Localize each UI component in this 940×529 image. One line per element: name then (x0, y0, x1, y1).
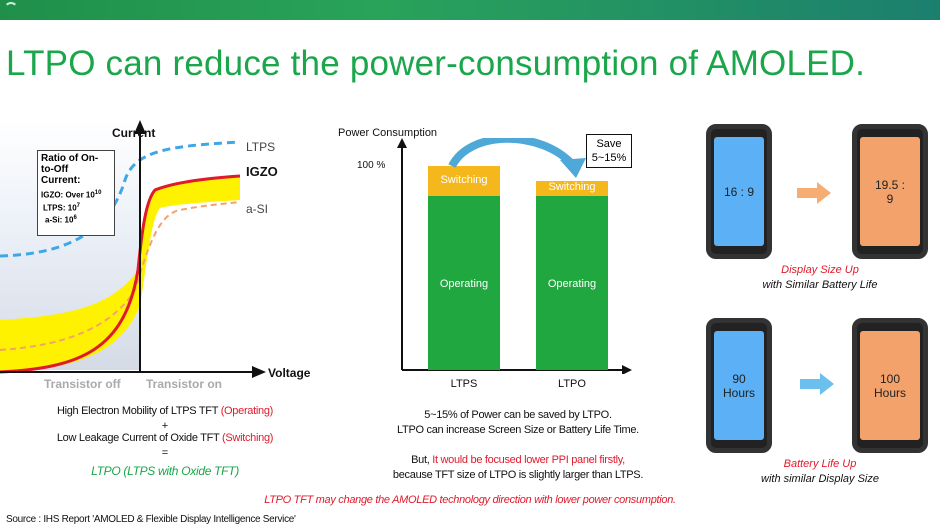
ratio-heading: Ratio of On-to-Off Current: (41, 153, 99, 186)
ltpo-category-label: LTPO (558, 378, 586, 390)
power-bar-chart (397, 138, 632, 374)
save-percent-box: Save 5~15% (586, 134, 632, 168)
bar-y-axis-arrow-icon (397, 138, 407, 148)
x-axis-arrow-icon (252, 366, 266, 378)
ratio-line-asi: a-Si: 106 (45, 215, 77, 225)
caption-plus: + (161, 420, 169, 432)
note-lower-ppi: But, It would be focused lower PPI panel… (411, 454, 625, 466)
igzo-curve (0, 174, 241, 374)
save-range: 5~15% (591, 152, 627, 164)
ltps-curve-label: LTPS (246, 140, 276, 154)
ltps-switching-label: Switching (440, 174, 488, 186)
caption-ltpo-conclusion: LTPO (LTPS with Oxide TFT) (91, 464, 239, 478)
ltps-category-label: LTPS (450, 378, 478, 390)
note-tft-size: because TFT size of LTPO is slightly lar… (392, 469, 644, 481)
asi-curve-label: a-SI (246, 202, 269, 216)
transistor-on-label: Transistor on (146, 377, 223, 391)
battery-life-up-caption: Battery Life Up (783, 458, 857, 470)
tick-100-percent: 100 % (357, 160, 386, 171)
y-axis-label: Current (112, 126, 156, 140)
igzo-asi-area (0, 176, 240, 372)
savings-arrowhead-icon (560, 158, 586, 178)
phone-16-9: 16 : 9 (706, 124, 772, 259)
similar-display-caption: with similar Display Size (761, 473, 879, 485)
ltps-curve (0, 140, 241, 258)
similar-battery-caption: with Similar Battery Life (762, 279, 878, 291)
top-banner (0, 0, 940, 20)
logo-icon (4, 2, 18, 16)
phone-90-hours: 90 Hours (706, 318, 772, 453)
bar-x-axis-arrow-icon (622, 365, 632, 374)
phone-19-5-9-screen: 19.5 :9 (860, 137, 920, 246)
phone-90-hours-screen: 90 Hours (714, 331, 764, 440)
phone-100-hours: 100 Hours (852, 318, 928, 453)
transistor-off-label: Transistor off (44, 377, 121, 391)
source-citation: Source : IHS Report 'AMOLED & Flexible D… (6, 514, 296, 525)
footer-note: LTPO TFT may change the AMOLED technolog… (264, 494, 676, 506)
asi-curve (0, 201, 241, 351)
ltps-operating-label: Operating (439, 278, 489, 290)
slide-title: LTPO can reduce the power-consumption of… (6, 44, 866, 83)
ratio-line-igzo: IGZO: Over 1010 (41, 190, 102, 200)
caption-electron-mobility: High Electron Mobility of LTPS TFT (Oper… (56, 405, 274, 417)
ltpo-operating-segment (536, 196, 608, 370)
ltps-switching-segment (428, 166, 500, 196)
ratio-box: Ratio of On-to-Off Current: IGZO: Over 1… (37, 150, 115, 236)
power-axis-label: Power Consumption (338, 127, 438, 139)
display-size-up-caption: Display Size Up (781, 264, 859, 276)
phone-100-hours-screen: 100 Hours (860, 331, 920, 440)
ltpo-operating-label: Operating (547, 278, 597, 290)
ratio-line-ltps: LTPS: 107 (43, 202, 80, 213)
on-region-background (140, 120, 260, 370)
ltps-operating-segment (428, 196, 500, 370)
savings-arrow-icon (448, 138, 575, 169)
phone-19-5-9: 19.5 :9 (852, 124, 928, 259)
phone-16-9-screen: 16 : 9 (714, 137, 764, 246)
igzo-curve-label: IGZO (246, 164, 278, 179)
y-axis-arrow-icon (134, 120, 146, 134)
battery-life-arrow-icon (800, 373, 834, 400)
note-power-saved: 5~15% of Power can be saved by LTPO. (424, 409, 612, 421)
caption-leakage: Low Leakage Current of Oxide TFT (Switch… (56, 432, 274, 444)
ltpo-switching-segment (536, 181, 608, 196)
x-axis-label: Voltage (268, 366, 311, 380)
ltpo-switching-label: Switching (548, 181, 596, 193)
note-screen-battery: LTPO can increase Screen Size or Battery… (397, 424, 639, 436)
caption-equals: = (161, 447, 169, 459)
save-label: Save (596, 138, 622, 150)
display-size-arrow-icon (797, 182, 831, 209)
